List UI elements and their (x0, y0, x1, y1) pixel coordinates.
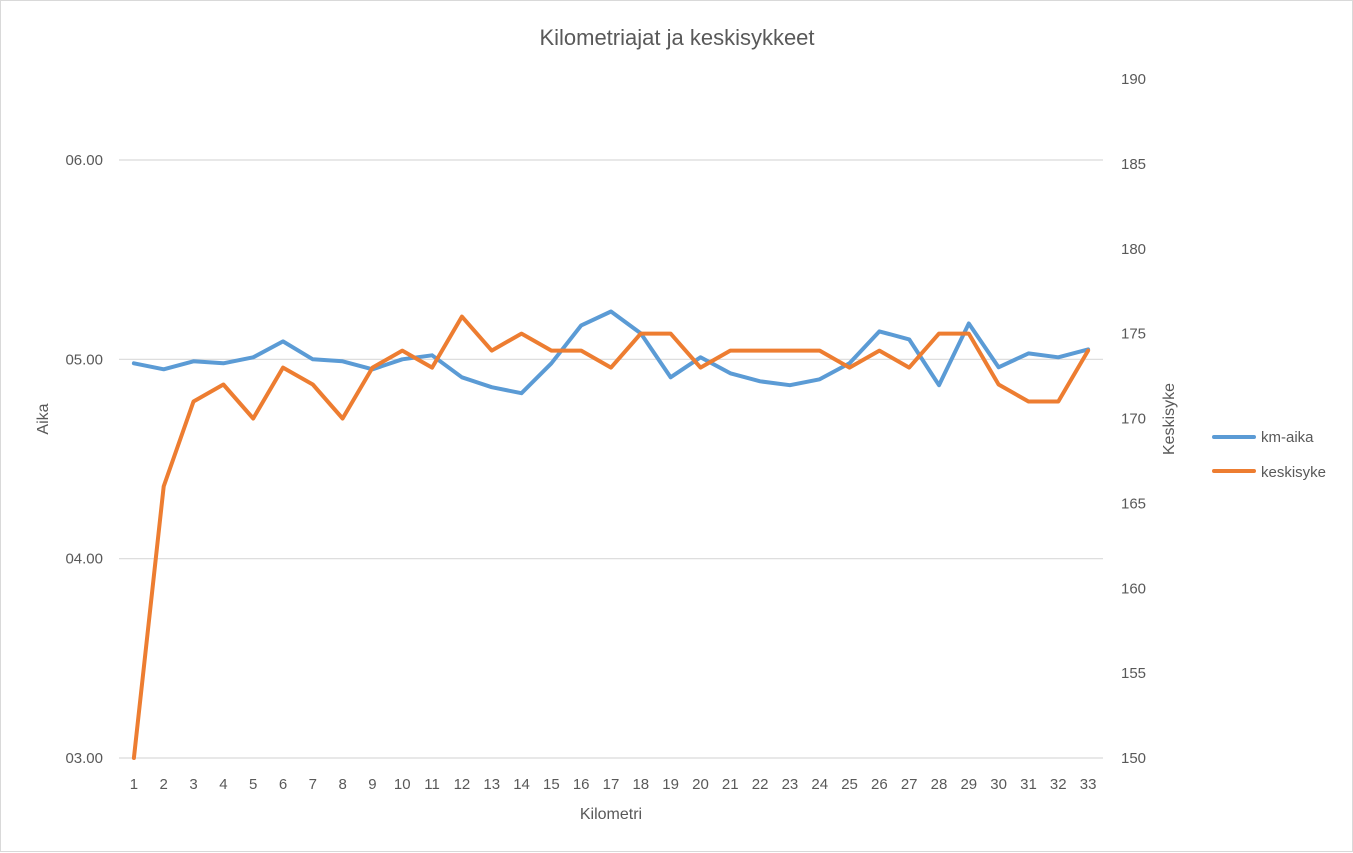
x-tick-label: 6 (279, 776, 287, 793)
right-tick-label: 185 (1121, 156, 1146, 173)
x-tick-label: 24 (811, 776, 828, 793)
x-tick-label: 30 (990, 776, 1007, 793)
x-tick-label: 5 (249, 776, 257, 793)
x-tick-label: 10 (394, 776, 411, 793)
left-tick-label: 06.00 (65, 152, 103, 169)
x-tick-label: 20 (692, 776, 709, 793)
x-tick-label: 33 (1080, 776, 1097, 793)
left-tick-label: 03.00 (65, 750, 103, 767)
legend-label-km-aika: km-aika (1261, 429, 1314, 446)
x-tick-label: 23 (782, 776, 799, 793)
left-tick-label: 04.00 (65, 551, 103, 568)
x-tick-label: 22 (752, 776, 769, 793)
x-tick-label: 13 (483, 776, 500, 793)
x-tick-label: 29 (960, 776, 977, 793)
x-tick-label: 26 (871, 776, 888, 793)
series-line-keskisyke (131, 314, 1091, 760)
legend: km-aika keskisyke (1212, 429, 1326, 481)
x-tick-label: 16 (573, 776, 590, 793)
series-lines (131, 309, 1091, 760)
x-tick-label: 17 (603, 776, 620, 793)
right-tick-label: 155 (1121, 665, 1146, 682)
x-tick-label: 32 (1050, 776, 1067, 793)
left-axis-title: Aika (35, 403, 52, 434)
x-tick-label: 3 (189, 776, 197, 793)
x-axis-ticks: 1 2 3 4 5 6 7 8 9 10 11 12 13 14 15 16 17 18 19 20 21 22 23 24 2… (130, 776, 1097, 793)
x-tick-label: 8 (338, 776, 346, 793)
series-line-km-aika (131, 309, 1091, 396)
right-axis-title: Keskisyke (1161, 383, 1178, 455)
right-tick-label: 165 (1121, 495, 1146, 512)
x-tick-label: 7 (309, 776, 317, 793)
x-tick-label: 15 (543, 776, 560, 793)
legend-label-keskisyke: keskisyke (1261, 464, 1326, 481)
x-tick-label: 21 (722, 776, 739, 793)
x-tick-label: 18 (632, 776, 649, 793)
right-tick-label: 150 (1121, 750, 1146, 767)
x-tick-label: 27 (901, 776, 918, 793)
x-tick-label: 14 (513, 776, 530, 793)
x-tick-label: 4 (219, 776, 227, 793)
right-tick-label: 160 (1121, 580, 1146, 597)
left-tick-label: 05.00 (65, 351, 103, 368)
x-tick-label: 9 (368, 776, 376, 793)
right-tick-label: 175 (1121, 326, 1146, 343)
x-tick-label: 11 (424, 776, 440, 793)
gridlines (119, 159, 1103, 759)
right-tick-label: 190 (1121, 71, 1146, 88)
x-axis-title: Kilometri (580, 806, 642, 823)
right-tick-label: 170 (1121, 411, 1146, 428)
x-tick-label: 25 (841, 776, 858, 793)
chart-title: Kilometriajat ja keskisykkeet (539, 25, 814, 50)
x-tick-label: 19 (662, 776, 679, 793)
x-tick-label: 1 (130, 776, 138, 793)
right-tick-label: 180 (1121, 241, 1146, 258)
right-axis-ticks: 150 155 160 165 170 175 180 185 190 (1121, 71, 1146, 767)
x-tick-label: 28 (931, 776, 948, 793)
left-axis-ticks: 03.00 04.00 05.00 06.00 (65, 152, 103, 767)
x-tick-label: 12 (454, 776, 471, 793)
x-tick-label: 2 (160, 776, 168, 793)
x-tick-label: 31 (1020, 776, 1037, 793)
